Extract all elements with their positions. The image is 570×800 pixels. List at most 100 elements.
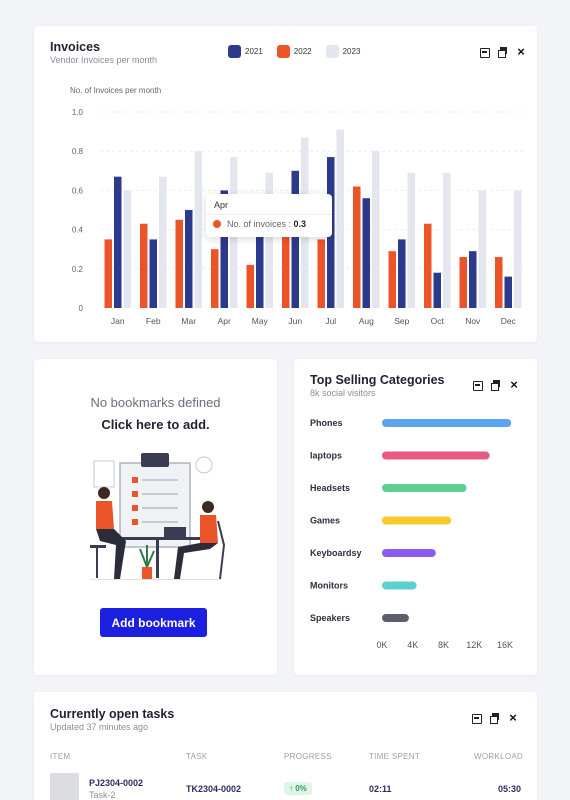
invoices-title: Invoices xyxy=(50,40,101,54)
category-label: Keyboardsy xyxy=(310,548,362,558)
category-bar-headsets[interactable] xyxy=(382,484,467,492)
category-label: Games xyxy=(310,516,340,526)
bar-2023-oct[interactable] xyxy=(443,172,451,308)
category-label: Speakers xyxy=(310,613,350,623)
x-tick-label: 16K xyxy=(497,640,513,650)
category-bar-phones[interactable] xyxy=(382,419,512,427)
legend-item-2021[interactable]: 2021 xyxy=(228,45,263,58)
task-code[interactable]: TK2304-0002 xyxy=(186,784,242,794)
x-tick-label: Oct xyxy=(431,316,445,326)
category-label: Monitors xyxy=(310,581,348,591)
bar-2023-mar[interactable] xyxy=(194,151,203,308)
minimize-icon[interactable] xyxy=(480,47,490,58)
bar-2022-apr[interactable] xyxy=(211,249,219,308)
invoices-bar-chart: No. of Invoices per month 0 0.2 0.4 0.6 0.8 1.… xyxy=(70,86,526,326)
bar-2021-aug[interactable] xyxy=(362,198,371,308)
bar-2023-aug[interactable] xyxy=(372,151,380,308)
bar-2023-jan[interactable] xyxy=(123,190,132,308)
table-row[interactable]: PJ2304-0002 Task-2 TK2304-0002 ↑ 0% 02:1… xyxy=(34,772,537,800)
tooltip-series-dot xyxy=(213,220,221,228)
legend-label: 2022 xyxy=(293,47,312,56)
illustration-laptop xyxy=(164,527,186,537)
bar-2022-oct[interactable] xyxy=(424,223,432,308)
y-tick-label: 0.8 xyxy=(72,147,84,156)
x-tick-label: 0K xyxy=(376,640,387,650)
x-tick-label: Nov xyxy=(465,316,481,326)
categories-title: Top Selling Categories xyxy=(310,373,445,387)
invoices-subtitle: Vendor Invoices per month xyxy=(50,55,158,65)
category-bar-keyboardsy[interactable] xyxy=(382,549,436,557)
minimize-icon[interactable] xyxy=(472,713,482,724)
bar-2022-sep[interactable] xyxy=(388,251,397,308)
bar-2023-jul[interactable] xyxy=(336,129,345,308)
category-bar-speakers[interactable] xyxy=(382,614,409,622)
bar-2022-may[interactable] xyxy=(246,264,255,308)
restore-icon[interactable] xyxy=(491,380,501,391)
bar-2021-jan[interactable] xyxy=(114,176,122,308)
bar-2022-jan[interactable] xyxy=(104,239,113,308)
x-tick-label: Feb xyxy=(146,316,161,326)
category-bar-monitors[interactable] xyxy=(382,581,417,590)
bookmarks-add-link[interactable]: Click here to add. xyxy=(101,417,210,432)
category-bar-games[interactable] xyxy=(382,516,452,525)
bar-2021-mar[interactable] xyxy=(185,210,193,308)
bar-2021-may[interactable] xyxy=(256,233,264,308)
item-code[interactable]: PJ2304-0002 xyxy=(89,778,144,788)
legend-item-2023[interactable]: 2023 xyxy=(325,45,361,58)
close-icon[interactable]: × xyxy=(517,44,525,59)
category-bar-laptops[interactable] xyxy=(382,451,490,460)
bar-2022-jul[interactable] xyxy=(317,239,326,308)
bar-2021-oct[interactable] xyxy=(433,272,442,308)
bar-2021-apr[interactable] xyxy=(220,190,229,308)
bar-2022-mar[interactable] xyxy=(175,219,184,308)
bar-2021-jun[interactable] xyxy=(291,170,300,308)
y-axis-label: No. of Invoices per month xyxy=(70,86,161,95)
categories-controls: × xyxy=(473,377,519,392)
bar-2021-dec[interactable] xyxy=(504,276,513,308)
tasks-controls: × xyxy=(472,710,518,725)
restore-icon[interactable] xyxy=(498,47,508,58)
x-tick-label: May xyxy=(252,316,269,326)
tooltip-body: No. of invoices : 0.3 xyxy=(227,219,306,229)
restore-icon[interactable] xyxy=(490,713,500,724)
bar-2023-may[interactable] xyxy=(265,172,274,308)
bar-2021-feb[interactable] xyxy=(149,239,158,308)
bookmarks-empty-text: No bookmarks defined xyxy=(90,395,221,410)
chart-tooltip: Apr No. of invoices : 0.3 xyxy=(206,194,332,237)
category-label: laptops xyxy=(310,451,342,461)
item-subtitle: Task-2 xyxy=(89,790,116,800)
bar-2022-dec[interactable] xyxy=(495,257,503,308)
illustration-person-left xyxy=(90,487,126,579)
bar-2022-feb[interactable] xyxy=(140,223,148,308)
column-header-workload: WORKLOAD xyxy=(474,752,524,761)
categories-card: Top Selling Categories 8k social visitor… xyxy=(294,359,537,675)
bar-2023-dec[interactable] xyxy=(514,190,522,308)
legend-label: 2023 xyxy=(342,47,361,56)
tasks-card: Currently open tasks Updated 37 minutes … xyxy=(34,692,537,800)
close-icon[interactable]: × xyxy=(509,710,517,725)
tooltip-month: Apr xyxy=(214,200,229,210)
illustration-window xyxy=(93,460,115,488)
bar-2021-sep[interactable] xyxy=(398,239,406,308)
x-tick-label: 8K xyxy=(438,640,449,650)
column-header-time-spent: TIME SPENT xyxy=(369,752,421,761)
bar-2021-nov[interactable] xyxy=(469,251,477,308)
column-header-item: ITEM xyxy=(50,752,71,761)
bar-2023-sep[interactable] xyxy=(407,172,416,308)
close-icon[interactable]: × xyxy=(510,377,518,392)
minimize-icon[interactable] xyxy=(473,380,483,391)
legend-item-2022[interactable]: 2022 xyxy=(276,45,312,58)
bookmarks-illustration xyxy=(90,453,226,580)
category-label: Headsets xyxy=(310,483,350,493)
invoices-legend: 2021 2022 2023 xyxy=(228,45,360,58)
x-tick-label: 4K xyxy=(407,640,418,650)
bar-2022-jun[interactable] xyxy=(282,229,290,308)
bar-2023-nov[interactable] xyxy=(478,190,487,308)
x-tick-label: Jun xyxy=(288,316,302,326)
add-bookmark-button[interactable]: Add bookmark xyxy=(100,608,207,637)
bar-2022-aug[interactable] xyxy=(353,186,361,308)
bar-2023-feb[interactable] xyxy=(159,176,167,308)
illustration-person-right xyxy=(174,501,226,580)
tooltip-value: 0.3 xyxy=(293,219,307,229)
bar-2022-nov[interactable] xyxy=(459,257,468,308)
